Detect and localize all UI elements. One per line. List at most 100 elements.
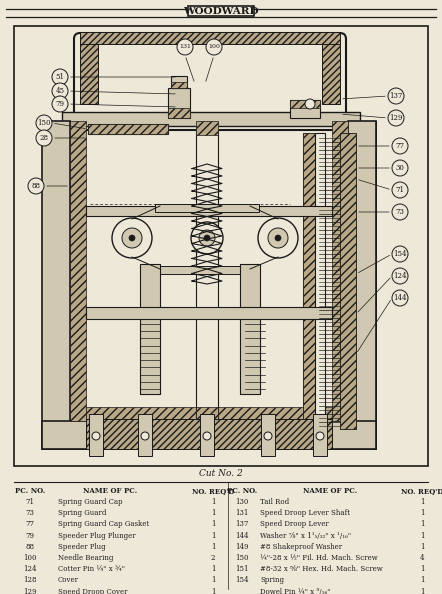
Bar [86,407,332,421]
Bar [322,39,340,104]
Text: 28: 28 [39,134,49,142]
Text: 154: 154 [393,250,407,258]
Text: 45: 45 [56,87,65,95]
Bar [188,6,254,16]
Bar [86,307,332,319]
Bar [80,32,340,44]
Circle shape [112,218,152,258]
Text: Cut No. 2: Cut No. 2 [199,469,243,479]
Text: Speed Droop Lever: Speed Droop Lever [260,520,329,529]
Text: 137: 137 [235,520,249,529]
Text: Spring Guard Cap Gasket: Spring Guard Cap Gasket [58,520,149,529]
Circle shape [203,432,211,440]
Text: 1: 1 [420,543,424,551]
Text: NAME OF PC.: NAME OF PC. [83,487,137,495]
Text: Speeder Plug Plunger: Speeder Plug Plunger [58,532,136,539]
Bar [155,204,259,212]
Bar [168,88,190,118]
Text: Cotter Pin ¼" x ¾": Cotter Pin ¼" x ¾" [58,565,125,573]
Bar [14,26,428,466]
Bar [290,100,320,108]
Text: Speed Droop Lever Shaft: Speed Droop Lever Shaft [260,509,350,517]
Circle shape [392,204,408,220]
Text: 1: 1 [211,520,215,529]
Text: 77: 77 [396,142,404,150]
Circle shape [392,138,408,154]
Text: WOODWARD: WOODWARD [183,7,259,15]
Bar [196,121,218,135]
Circle shape [191,222,223,254]
Text: 73: 73 [26,509,34,517]
Circle shape [92,432,100,440]
Bar [348,121,376,449]
Text: 73: 73 [396,208,404,216]
Text: Speed Droop Cover: Speed Droop Cover [58,587,127,594]
Text: Cover: Cover [58,576,79,584]
Text: 124: 124 [393,272,407,280]
Text: ¼"-28 x ½" Fil. Hd. Mach. Screw: ¼"-28 x ½" Fil. Hd. Mach. Screw [260,554,378,562]
Bar [200,414,214,456]
Circle shape [258,218,298,258]
Circle shape [177,39,193,55]
Bar [240,264,260,394]
Circle shape [388,110,404,126]
Text: 71: 71 [26,498,34,506]
Text: Spring Guard: Spring Guard [58,509,107,517]
Bar [155,266,259,274]
Circle shape [392,246,408,262]
Text: 1: 1 [420,520,424,529]
Bar [42,121,70,449]
Bar [168,108,190,118]
Bar [80,39,98,104]
Text: 77: 77 [26,520,34,529]
Circle shape [305,99,315,109]
Bar [171,76,187,88]
Circle shape [264,432,272,440]
Circle shape [199,230,215,246]
Text: 144: 144 [393,294,407,302]
Bar [261,414,275,456]
Bar [315,133,325,429]
Circle shape [52,83,68,99]
Circle shape [206,39,222,55]
Text: 1: 1 [211,532,215,539]
Text: Needle Bearing: Needle Bearing [58,554,114,562]
Text: Dowel Pin ¼" x ⁹/₁₆": Dowel Pin ¼" x ⁹/₁₆" [260,587,331,594]
Bar [42,121,70,449]
Bar [303,133,319,429]
Circle shape [268,228,288,248]
Bar [196,131,218,421]
Bar [240,264,260,394]
Text: 79: 79 [56,100,65,108]
Text: 100: 100 [23,554,37,562]
Text: 51: 51 [56,73,65,81]
Text: 137: 137 [389,92,403,100]
Bar [196,407,218,421]
Bar [42,421,376,449]
Text: Spring Guard Cap: Spring Guard Cap [58,498,122,506]
Text: 1: 1 [211,543,215,551]
Text: 1: 1 [211,498,215,506]
Text: 131: 131 [235,509,249,517]
Circle shape [388,88,404,104]
Text: 130: 130 [235,498,249,506]
Circle shape [52,96,68,112]
Bar [88,124,168,134]
Text: 154: 154 [235,576,249,584]
Text: 1: 1 [211,565,215,573]
Text: 1: 1 [420,565,424,573]
Bar [62,112,360,126]
Text: 88: 88 [31,182,41,190]
Text: 71: 71 [396,186,404,194]
Text: 1: 1 [420,587,424,594]
Text: 131: 131 [179,45,191,49]
Text: 2: 2 [211,554,215,562]
Text: 129: 129 [23,587,37,594]
Bar [332,121,348,421]
Text: 150: 150 [235,554,249,562]
FancyBboxPatch shape [74,33,346,130]
Text: NO. REQ'D: NO. REQ'D [192,487,234,495]
Text: 88: 88 [26,543,34,551]
Text: 144: 144 [235,532,249,539]
Text: Spring: Spring [260,576,284,584]
